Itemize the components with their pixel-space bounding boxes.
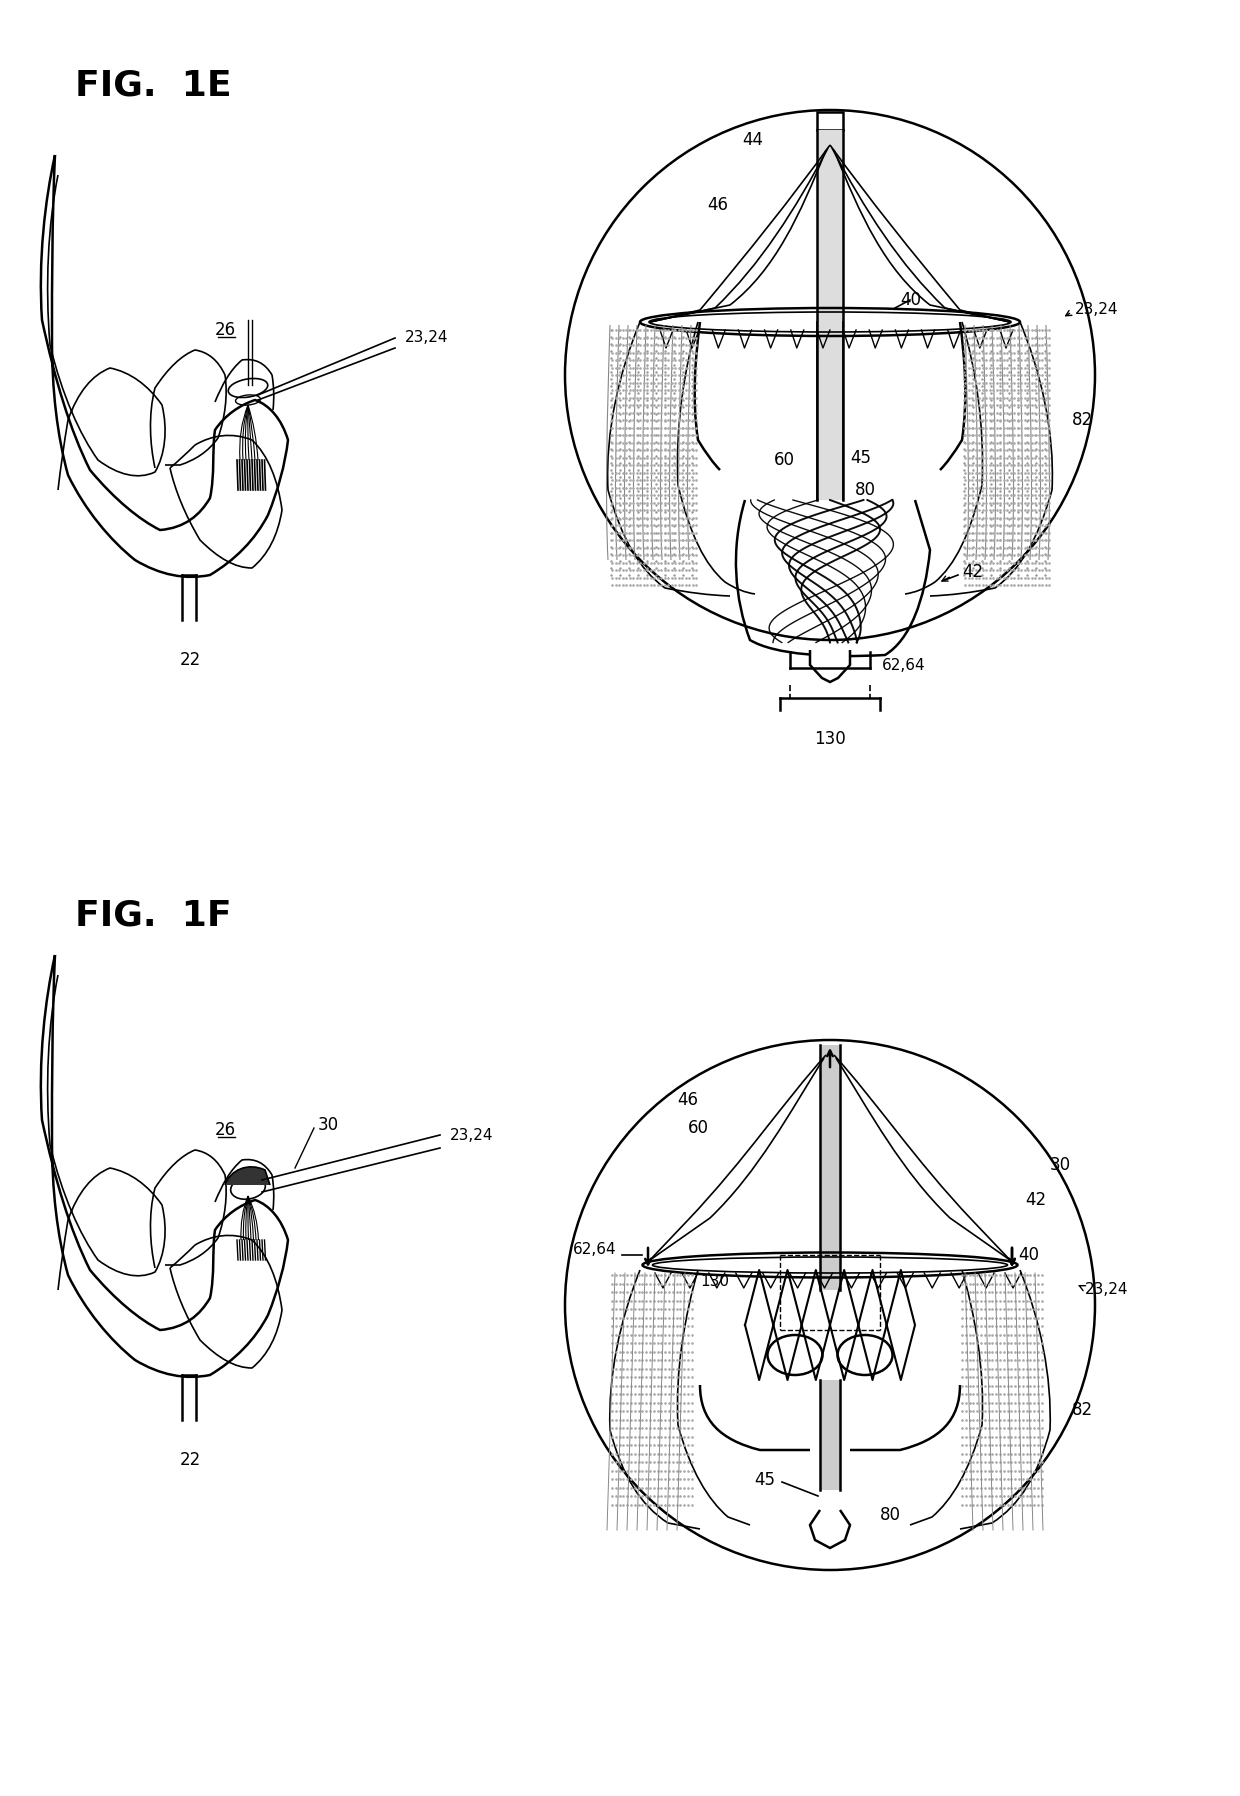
Text: 45: 45 [754,1471,775,1489]
PathPatch shape [224,1167,270,1185]
Text: 23,24: 23,24 [1075,302,1118,318]
Text: 130: 130 [815,729,846,747]
Text: 60: 60 [774,451,795,469]
Text: 22: 22 [180,650,201,668]
Text: 23,24: 23,24 [405,330,449,345]
Text: 23,24: 23,24 [1085,1282,1128,1297]
Text: 60: 60 [687,1119,708,1137]
Text: 46: 46 [708,196,729,214]
Bar [820,1045,839,1290]
Text: 62,64: 62,64 [882,657,925,672]
Text: 80: 80 [856,481,875,499]
Text: 82: 82 [1073,411,1094,429]
Text: 45: 45 [849,449,870,467]
Bar [820,1379,839,1491]
Text: 30: 30 [1050,1157,1071,1175]
Text: 26: 26 [215,1121,236,1139]
Text: 23,24: 23,24 [450,1128,494,1142]
Text: FIG.  1E: FIG. 1E [74,68,232,102]
Text: 62,64: 62,64 [573,1243,616,1257]
Text: 42: 42 [962,562,983,580]
Text: 42: 42 [1025,1191,1047,1209]
PathPatch shape [810,650,849,682]
PathPatch shape [810,1510,849,1548]
Text: 30: 30 [317,1115,339,1133]
Bar [817,129,843,499]
Text: 130: 130 [701,1275,729,1290]
Text: 40: 40 [900,291,921,309]
Bar [817,111,843,129]
Text: 22: 22 [180,1451,201,1469]
Text: 46: 46 [677,1090,698,1108]
Text: 44: 44 [743,131,764,149]
Text: FIG.  1F: FIG. 1F [74,898,232,932]
Text: 82: 82 [1073,1401,1094,1419]
Text: 26: 26 [215,321,236,339]
Text: 80: 80 [880,1507,901,1525]
Text: 40: 40 [1018,1246,1039,1264]
